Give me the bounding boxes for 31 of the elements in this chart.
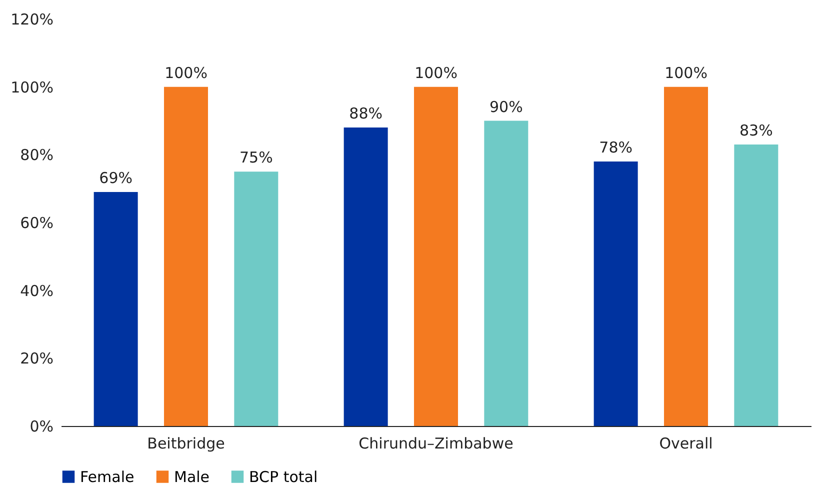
bar — [94, 192, 138, 426]
bar — [414, 86, 458, 426]
legend-label: BCP total — [249, 468, 318, 486]
data-label: 69% — [99, 168, 132, 187]
legend-label: Female — [80, 468, 134, 486]
y-tick-label: 80% — [20, 146, 54, 164]
data-label: 100% — [164, 64, 208, 82]
data-label: 100% — [664, 64, 708, 82]
bar — [664, 86, 708, 426]
bar — [234, 172, 278, 426]
legend-label: Male — [174, 468, 210, 486]
x-tick-label: Overall — [659, 434, 713, 452]
y-tick-label: 100% — [10, 78, 54, 96]
x-tick-label: Chirundu–Zimbabwe — [358, 434, 514, 452]
y-tick-label: 0% — [30, 418, 54, 436]
bar — [484, 120, 528, 426]
data-label: 78% — [599, 138, 632, 156]
data-label: 83% — [740, 121, 773, 140]
y-tick-label: 40% — [20, 282, 54, 300]
bar — [344, 128, 388, 426]
bar — [164, 86, 208, 426]
y-tick-label: 120% — [10, 10, 54, 28]
y-tick-label: 60% — [20, 214, 54, 232]
data-label: 75% — [240, 148, 273, 167]
bar — [594, 161, 638, 426]
data-label: 90% — [490, 98, 523, 116]
y-tick-label: 20% — [20, 350, 54, 368]
data-label: 100% — [414, 64, 458, 82]
x-tick-label: Beitbridge — [147, 434, 225, 452]
bar — [734, 144, 778, 426]
data-label: 88% — [349, 104, 382, 123]
